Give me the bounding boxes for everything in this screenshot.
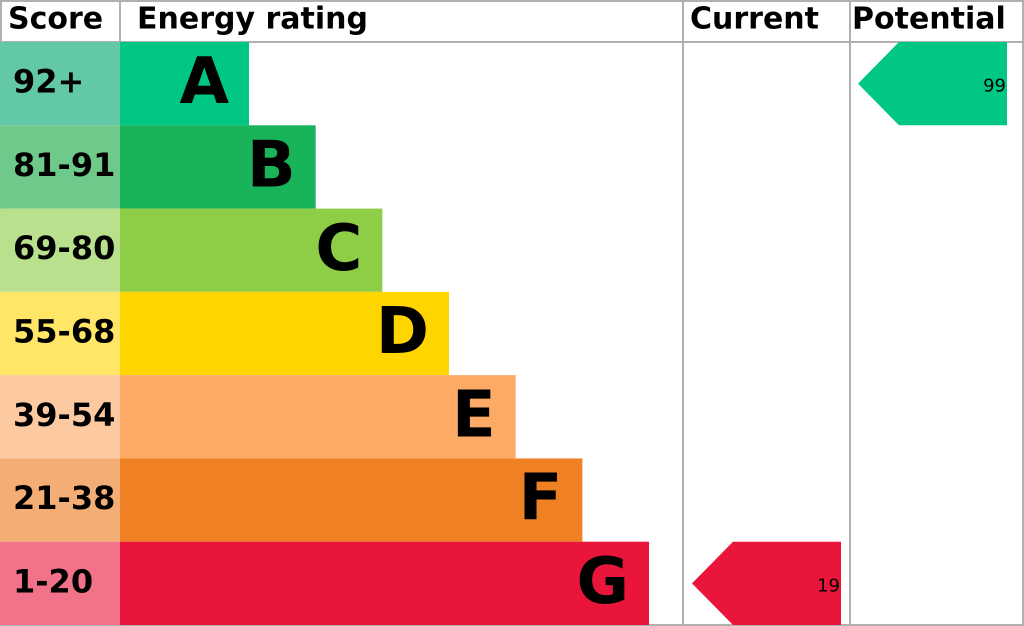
rating-bar — [120, 375, 516, 459]
header-rating: Energy rating — [137, 2, 368, 37]
current-value: 19 — [817, 575, 840, 596]
rating-bar — [120, 291, 450, 376]
rating-bar — [120, 458, 583, 542]
score-range: 55-68 — [13, 313, 115, 351]
score-range: 92+ — [13, 63, 84, 101]
header-score: Score — [8, 2, 103, 37]
rating-bar — [120, 125, 316, 209]
score-cell — [0, 458, 120, 542]
rating-bar — [120, 208, 383, 292]
rating-letter: C — [315, 212, 362, 286]
score-range: 69-80 — [13, 229, 115, 267]
score-cell — [0, 375, 120, 459]
header-potential: Potential — [852, 2, 1006, 37]
score-cell — [0, 541, 120, 625]
score-cell — [0, 208, 120, 292]
rating-letter: E — [452, 378, 496, 452]
rating-bar — [120, 541, 650, 625]
score-range: 1-20 — [13, 562, 93, 600]
rating-bar — [120, 42, 249, 126]
score-cell — [0, 125, 120, 209]
rating-letter: B — [247, 129, 296, 203]
potential-value: 99 — [983, 76, 1006, 97]
score-range: 81-91 — [13, 146, 115, 184]
score-cell — [0, 291, 120, 376]
rating-letter: D — [376, 295, 429, 369]
rating-letter: G — [576, 545, 629, 619]
header-current: Current — [690, 2, 819, 37]
rating-letter: F — [519, 462, 563, 536]
current-arrow — [692, 541, 841, 625]
score-range: 21-38 — [13, 479, 115, 517]
rating-letter: A — [179, 45, 229, 119]
potential-arrow — [858, 42, 1007, 126]
score-range: 39-54 — [13, 396, 115, 434]
score-cell — [0, 42, 120, 126]
